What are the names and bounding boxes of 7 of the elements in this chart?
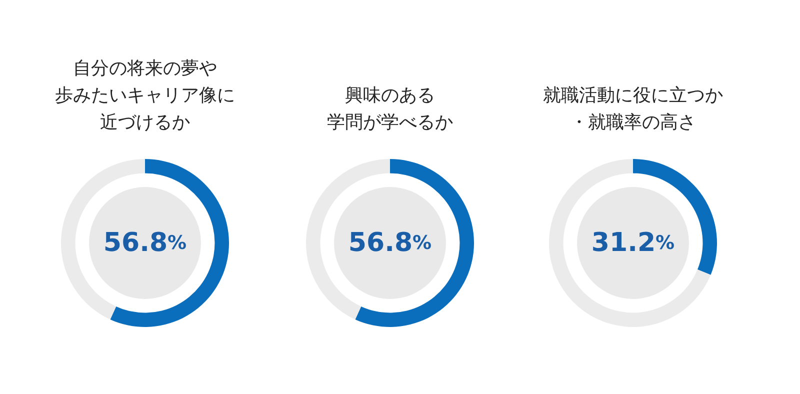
chart-title: 就職活動に役に立つか・就職率の高さ: [543, 84, 723, 135]
data-label: 56.8%: [103, 228, 187, 258]
chart-title: 自分の将来の夢や歩みたいキャリア像に近づけるか: [55, 57, 235, 135]
donut-slice: [549, 159, 711, 327]
chart-title: 興味のある学問が学べるか: [327, 84, 453, 135]
data-label: 31.2%: [591, 228, 675, 258]
data-label: 56.8%: [348, 228, 432, 258]
